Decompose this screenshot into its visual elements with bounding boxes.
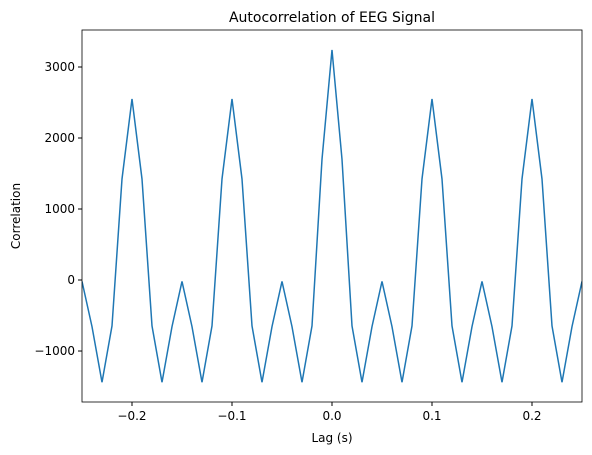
- x-tick-label: −0.2: [117, 409, 146, 423]
- y-tick-label: 2000: [44, 131, 75, 145]
- y-axis-label: Correlation: [9, 183, 23, 249]
- line-series: [82, 49, 582, 383]
- y-tick-label: 0: [67, 273, 75, 287]
- chart-title: Autocorrelation of EEG Signal: [229, 10, 435, 26]
- y-tick-label: −1000: [34, 344, 75, 358]
- plot-frame: [81, 29, 583, 403]
- x-tick-label: 0.1: [422, 409, 441, 423]
- x-tick-label: 0.2: [522, 409, 541, 423]
- x-tick-label: −0.1: [217, 409, 246, 423]
- y-tick-label: 1000: [44, 202, 75, 216]
- x-tick-label: 0.0: [322, 409, 341, 423]
- x-axis-label: Lag (s): [311, 431, 352, 445]
- y-tick-label: 3000: [44, 60, 75, 74]
